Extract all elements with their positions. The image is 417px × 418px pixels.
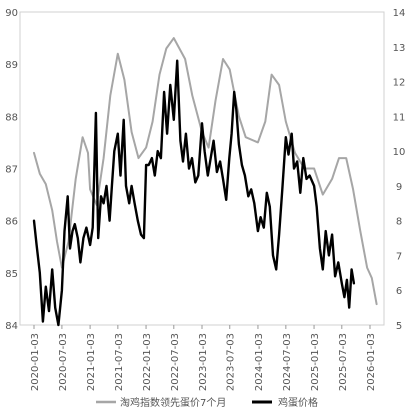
x-tick-label: 2023-07-03 bbox=[226, 333, 237, 391]
legend: 淘鸡指数领先蛋价7个月 鸡蛋价格 bbox=[96, 396, 318, 409]
x-tick-label: 2023-01-03 bbox=[198, 333, 209, 391]
y-right-tick-label: 14 bbox=[393, 8, 406, 19]
y-right-tick-label: 6 bbox=[396, 286, 402, 297]
x-tick-label: 2024-01-03 bbox=[254, 333, 265, 391]
y-right-tick-label: 11 bbox=[393, 112, 406, 123]
x-axis: 2020-01-03 2020-07-03 2021-01-03 2021-07-03… bbox=[30, 325, 377, 391]
y-right-tick-label: 5 bbox=[396, 321, 402, 332]
series-lines bbox=[32, 37, 378, 327]
y-left-axis: 84 85 86 87 88 89 90 bbox=[5, 8, 18, 332]
series-line-1 bbox=[33, 37, 378, 306]
y-right-tick-label: 8 bbox=[396, 217, 402, 228]
x-tick-label: 2026-01-03 bbox=[366, 333, 377, 391]
x-tick-label: 2021-07-03 bbox=[114, 333, 125, 391]
y-left-tick-label: 84 bbox=[5, 321, 18, 332]
x-tick-label: 2020-07-03 bbox=[58, 333, 69, 391]
x-tick-label: 2025-01-03 bbox=[310, 333, 321, 391]
x-tick-label: 2022-07-03 bbox=[170, 333, 181, 391]
x-tick-label: 2024-07-03 bbox=[282, 333, 293, 391]
y-left-tick-label: 89 bbox=[5, 60, 18, 71]
y-left-tick-label: 86 bbox=[5, 217, 18, 228]
y-left-tick-label: 90 bbox=[5, 8, 18, 19]
y-left-tick-label: 87 bbox=[5, 165, 18, 176]
x-tick-label: 2022-01-03 bbox=[142, 333, 153, 391]
y-right-tick-label: 10 bbox=[393, 147, 406, 158]
legend-label: 淘鸡指数领先蛋价7个月 bbox=[120, 396, 226, 409]
y-right-axis: 5 6 7 8 9 10 11 12 13 14 bbox=[393, 8, 406, 332]
y-right-tick-label: 13 bbox=[393, 43, 406, 54]
plot-frame bbox=[19, 11, 385, 326]
y-left-tick-label: 88 bbox=[5, 112, 18, 123]
x-tick-label: 2020-01-03 bbox=[30, 333, 41, 391]
series-line-2 bbox=[32, 59, 356, 327]
y-right-tick-label: 7 bbox=[396, 251, 402, 262]
y-right-tick-label: 12 bbox=[393, 78, 406, 89]
y-left-tick-label: 85 bbox=[5, 269, 18, 280]
legend-label: 鸡蛋价格 bbox=[278, 396, 318, 409]
y-right-tick-label: 9 bbox=[396, 182, 402, 193]
x-tick-label: 2021-01-03 bbox=[86, 333, 97, 391]
x-tick-label: 2025-07-03 bbox=[338, 333, 349, 391]
